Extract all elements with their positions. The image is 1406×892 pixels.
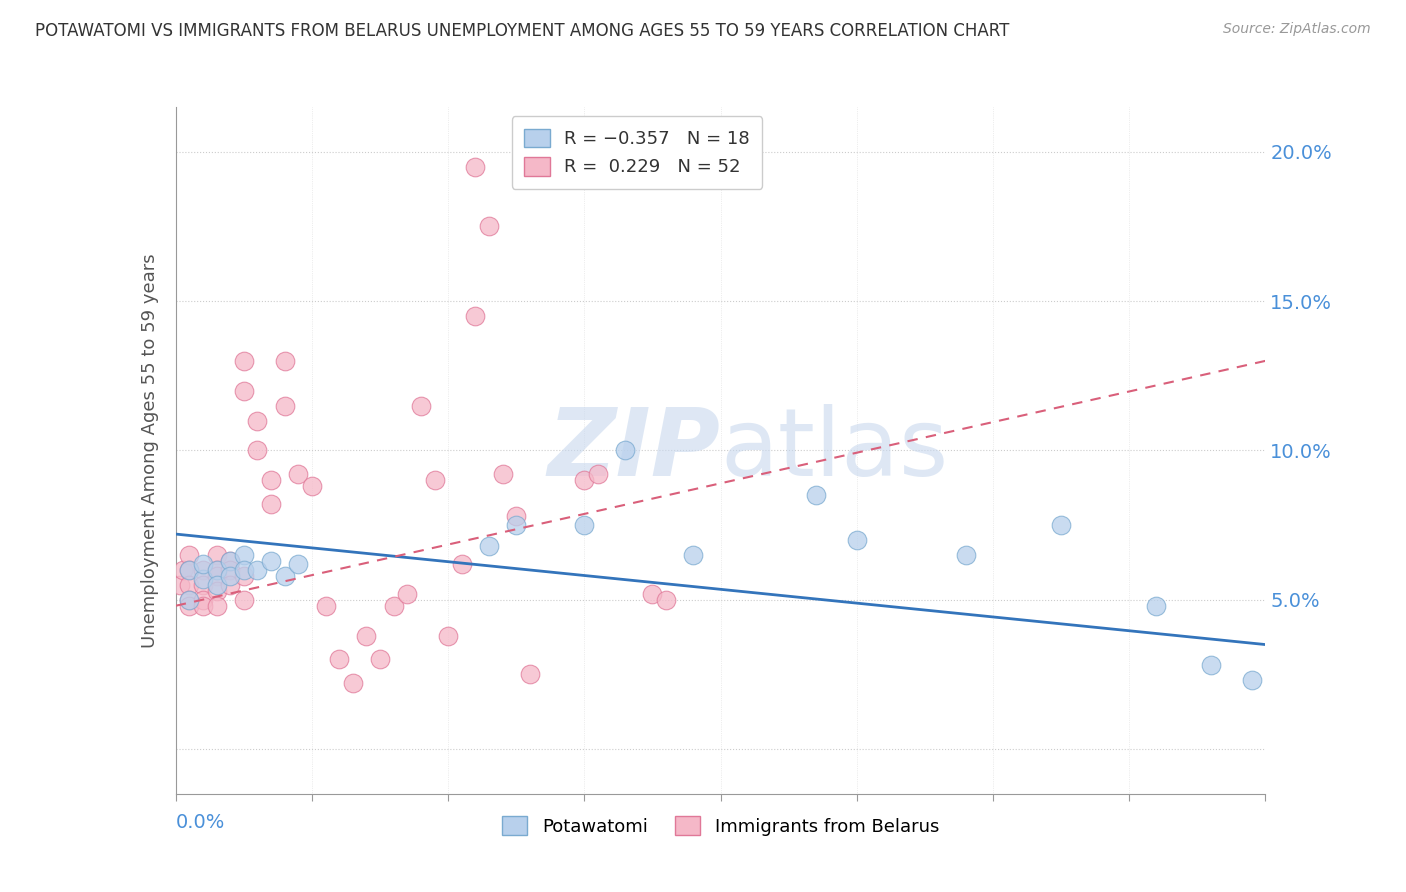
Potawatomi — [955, 548, 977, 562]
Immigrants from Belarus — [574, 473, 596, 487]
Potawatomi — [1240, 673, 1263, 688]
Potawatomi — [191, 572, 214, 586]
Immigrants from Belarus — [260, 473, 283, 487]
Immigrants from Belarus — [191, 563, 214, 577]
Potawatomi — [287, 557, 309, 571]
Immigrants from Belarus — [464, 309, 486, 323]
Potawatomi — [205, 563, 228, 577]
Immigrants from Belarus — [205, 548, 228, 562]
Y-axis label: Unemployment Among Ages 55 to 59 years: Unemployment Among Ages 55 to 59 years — [141, 253, 159, 648]
Immigrants from Belarus — [260, 497, 283, 511]
Potawatomi — [205, 578, 228, 592]
Potawatomi — [574, 518, 596, 533]
Potawatomi — [274, 569, 297, 583]
Immigrants from Belarus — [437, 629, 460, 643]
Immigrants from Belarus — [274, 354, 297, 368]
Potawatomi — [179, 563, 201, 577]
Immigrants from Belarus — [232, 384, 254, 398]
Potawatomi — [1144, 599, 1167, 613]
Immigrants from Belarus — [232, 592, 254, 607]
Immigrants from Belarus — [274, 399, 297, 413]
Text: POTAWATOMI VS IMMIGRANTS FROM BELARUS UNEMPLOYMENT AMONG AGES 55 TO 59 YEARS COR: POTAWATOMI VS IMMIGRANTS FROM BELARUS UN… — [35, 22, 1010, 40]
Potawatomi — [179, 592, 201, 607]
Potawatomi — [1199, 658, 1222, 673]
Immigrants from Belarus — [232, 569, 254, 583]
Immigrants from Belarus — [478, 219, 501, 234]
Immigrants from Belarus — [464, 160, 486, 174]
Immigrants from Belarus — [356, 629, 378, 643]
Immigrants from Belarus — [287, 467, 309, 482]
Potawatomi — [219, 554, 242, 568]
Text: atlas: atlas — [721, 404, 949, 497]
Immigrants from Belarus — [655, 592, 678, 607]
Immigrants from Belarus — [179, 578, 201, 592]
Immigrants from Belarus — [396, 587, 419, 601]
Immigrants from Belarus — [205, 583, 228, 598]
Legend: Potawatomi, Immigrants from Belarus: Potawatomi, Immigrants from Belarus — [491, 805, 950, 847]
Immigrants from Belarus — [219, 563, 242, 577]
Potawatomi — [614, 443, 637, 458]
Immigrants from Belarus — [246, 443, 269, 458]
Potawatomi — [219, 569, 242, 583]
Potawatomi — [232, 563, 254, 577]
Immigrants from Belarus — [246, 414, 269, 428]
Text: ZIP: ZIP — [548, 404, 721, 497]
Potawatomi — [232, 548, 254, 562]
Immigrants from Belarus — [586, 467, 609, 482]
Immigrants from Belarus — [205, 569, 228, 583]
Potawatomi — [804, 488, 827, 502]
Immigrants from Belarus — [205, 563, 228, 577]
Potawatomi — [246, 563, 269, 577]
Immigrants from Belarus — [172, 563, 194, 577]
Immigrants from Belarus — [328, 652, 350, 666]
Potawatomi — [478, 539, 501, 553]
Immigrants from Belarus — [219, 578, 242, 592]
Immigrants from Belarus — [191, 578, 214, 592]
Immigrants from Belarus — [315, 599, 337, 613]
Potawatomi — [191, 557, 214, 571]
Immigrants from Belarus — [505, 509, 527, 524]
Immigrants from Belarus — [423, 473, 446, 487]
Immigrants from Belarus — [409, 399, 432, 413]
Immigrants from Belarus — [492, 467, 515, 482]
Immigrants from Belarus — [382, 599, 405, 613]
Immigrants from Belarus — [191, 592, 214, 607]
Immigrants from Belarus — [368, 652, 391, 666]
Immigrants from Belarus — [179, 548, 201, 562]
Text: Source: ZipAtlas.com: Source: ZipAtlas.com — [1223, 22, 1371, 37]
Immigrants from Belarus — [205, 599, 228, 613]
Potawatomi — [845, 533, 868, 547]
Potawatomi — [682, 548, 704, 562]
Immigrants from Belarus — [519, 667, 541, 681]
Immigrants from Belarus — [232, 354, 254, 368]
Immigrants from Belarus — [179, 599, 201, 613]
Immigrants from Belarus — [342, 676, 364, 690]
Potawatomi — [1050, 518, 1073, 533]
Immigrants from Belarus — [179, 563, 201, 577]
Text: 0.0%: 0.0% — [176, 814, 225, 832]
Potawatomi — [260, 554, 283, 568]
Immigrants from Belarus — [301, 479, 323, 493]
Potawatomi — [505, 518, 527, 533]
Immigrants from Belarus — [191, 599, 214, 613]
Immigrants from Belarus — [641, 587, 664, 601]
Immigrants from Belarus — [179, 592, 201, 607]
Immigrants from Belarus — [450, 557, 472, 571]
Immigrants from Belarus — [219, 554, 242, 568]
Immigrants from Belarus — [169, 578, 191, 592]
